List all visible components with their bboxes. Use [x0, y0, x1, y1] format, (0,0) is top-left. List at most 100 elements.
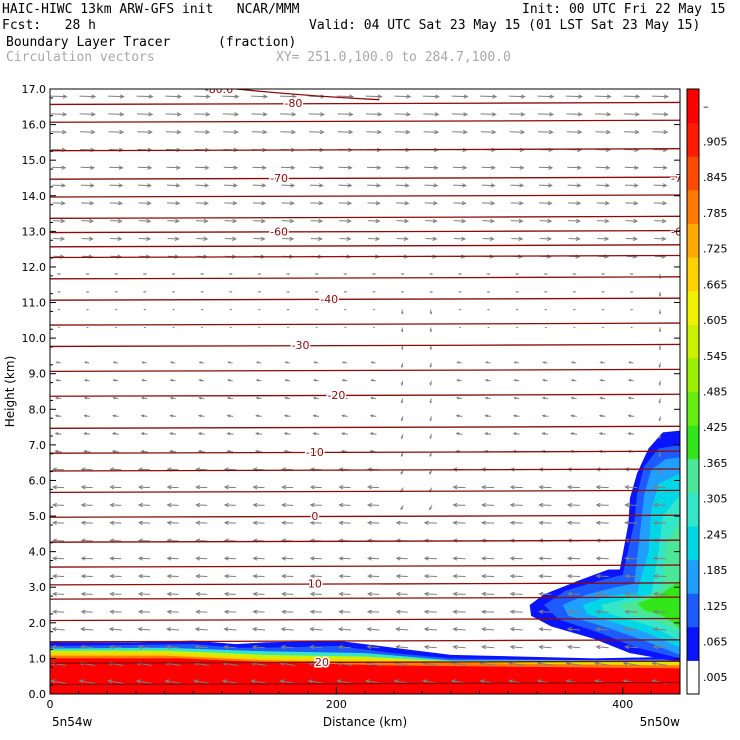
circulation-vector-583 — [366, 556, 380, 561]
circulation-vector-44 — [51, 129, 68, 135]
circulation-vector-8 — [279, 94, 297, 99]
circulation-vector-607 — [423, 574, 437, 579]
circulation-vector-106 — [567, 165, 582, 170]
circulation-vector-344 — [456, 361, 462, 364]
circulation-vector-536 — [281, 520, 294, 526]
circulation-vector-518 — [400, 505, 404, 511]
circulation-vector-699 — [538, 644, 552, 650]
circulation-vector-92 — [166, 165, 181, 170]
circulation-vector-122 — [395, 183, 410, 188]
circulation-vector-683 — [80, 644, 94, 650]
circulation-vector-438 — [627, 432, 635, 436]
circulation-vector-150 — [567, 201, 582, 206]
circulation-vector-50 — [223, 129, 239, 135]
y-tick-label-1: 1.0 — [29, 652, 47, 665]
circulation-vector-601 — [252, 574, 265, 579]
circulation-vector-402 — [226, 414, 234, 418]
circulation-vector-34 — [394, 112, 411, 117]
circulation-vector-364 — [400, 380, 404, 386]
temperature-contour-27 — [50, 101, 680, 106]
circulation-vector-245 — [143, 290, 147, 293]
circulation-vector-619 — [137, 591, 151, 597]
circulation-vector-668 — [280, 627, 294, 632]
circulation-vector-33 — [365, 112, 383, 117]
circulation-vector-616 — [51, 591, 65, 597]
contour-label-2: -70 — [270, 172, 288, 185]
circulation-vector-65 — [652, 129, 669, 135]
circulation-vector-89 — [80, 165, 96, 170]
circulation-vector-690 — [280, 644, 294, 650]
circulation-vector-538 — [338, 520, 351, 526]
circulation-vector-62 — [566, 129, 583, 135]
circulation-vector-612 — [566, 574, 581, 579]
circulation-vector-61 — [538, 129, 554, 135]
y-tick-label-0: 0.0 — [29, 688, 47, 701]
circulation-vector-222 — [114, 273, 119, 276]
circulation-vector-47 — [137, 129, 153, 135]
circulation-vector-151 — [596, 201, 610, 206]
circulation-vector-38 — [509, 112, 526, 117]
circulation-vector-298 — [401, 327, 404, 333]
colorbar-label-15: .905 — [703, 136, 728, 149]
circulation-vector-507 — [80, 502, 93, 508]
circulation-vector-600 — [223, 574, 236, 579]
circulation-vector-341 — [370, 361, 376, 364]
circulation-vector-656 — [566, 609, 581, 614]
circulation-vector-682 — [51, 644, 65, 650]
colorbar-label-10: .605 — [703, 314, 728, 327]
circulation-vector-443 — [140, 449, 148, 454]
circulation-vector-28 — [222, 112, 240, 117]
circulation-vector-60 — [509, 129, 526, 135]
circulation-vector-729 — [135, 679, 153, 684]
circulation-vector-637 — [652, 591, 666, 597]
circulation-vector-188 — [396, 236, 409, 242]
circulation-vector-658 — [624, 609, 638, 614]
circulation-vector-528 — [51, 520, 65, 526]
circulation-vector-368 — [513, 378, 520, 382]
colorbar-label-6: .365 — [703, 457, 728, 470]
circulation-vector-130 — [624, 183, 639, 188]
circulation-vector-582 — [338, 556, 351, 561]
circulation-vector-173 — [596, 218, 610, 224]
colorbar-swatch-8 — [687, 391, 699, 426]
circulation-vector-246 — [172, 290, 176, 293]
circulation-vector-185 — [310, 236, 323, 242]
circulation-vector-644 — [223, 609, 236, 614]
circulation-vector-423 — [197, 432, 205, 436]
circulation-vector-698 — [509, 644, 523, 650]
circulation-vector-672 — [395, 627, 409, 632]
circulation-vector-648 — [338, 609, 351, 614]
circulation-vector-689 — [251, 644, 266, 650]
circulation-vector-540 — [395, 520, 408, 526]
colorbar-label-9: .545 — [703, 350, 728, 363]
circulation-vector-175 — [654, 218, 667, 224]
circulation-vector-495 — [366, 485, 380, 490]
colorbar-swatch-17 — [687, 89, 699, 124]
circulation-vector-107 — [595, 165, 611, 170]
circulation-vector-675 — [480, 627, 495, 632]
circulation-vector-131 — [653, 183, 668, 188]
circulation-vector-146 — [453, 201, 467, 206]
circulation-vector-109 — [653, 165, 668, 170]
colorbar-swatch-13 — [687, 223, 699, 258]
circulation-vector-643 — [195, 609, 208, 614]
circulation-vector-145 — [424, 201, 439, 206]
circulation-vector-578 — [223, 556, 236, 561]
circulation-vector-645 — [252, 609, 265, 614]
circulation-vector-13 — [422, 94, 440, 99]
circulation-vector-260 — [572, 290, 577, 293]
circulation-vector-439 — [658, 434, 662, 440]
y-tick-label-3: 3.0 — [29, 581, 47, 594]
circulation-vector-132 — [52, 201, 66, 206]
y-tick-label-12: 12.0 — [22, 261, 47, 274]
circulation-vector-537 — [309, 520, 322, 526]
cross-section-label: XY= 251.0,100.0 to 284.7,100.0 — [276, 50, 511, 65]
circulation-vector-104 — [510, 165, 525, 170]
circulation-vector-725 — [651, 661, 668, 667]
circulation-vector-393 — [599, 396, 606, 400]
circulation-vector-27 — [194, 112, 211, 117]
circulation-vector-244 — [114, 290, 119, 293]
circulation-vector-129 — [596, 183, 611, 188]
circulation-vector-609 — [480, 574, 495, 579]
circulation-vector-367 — [484, 378, 491, 382]
